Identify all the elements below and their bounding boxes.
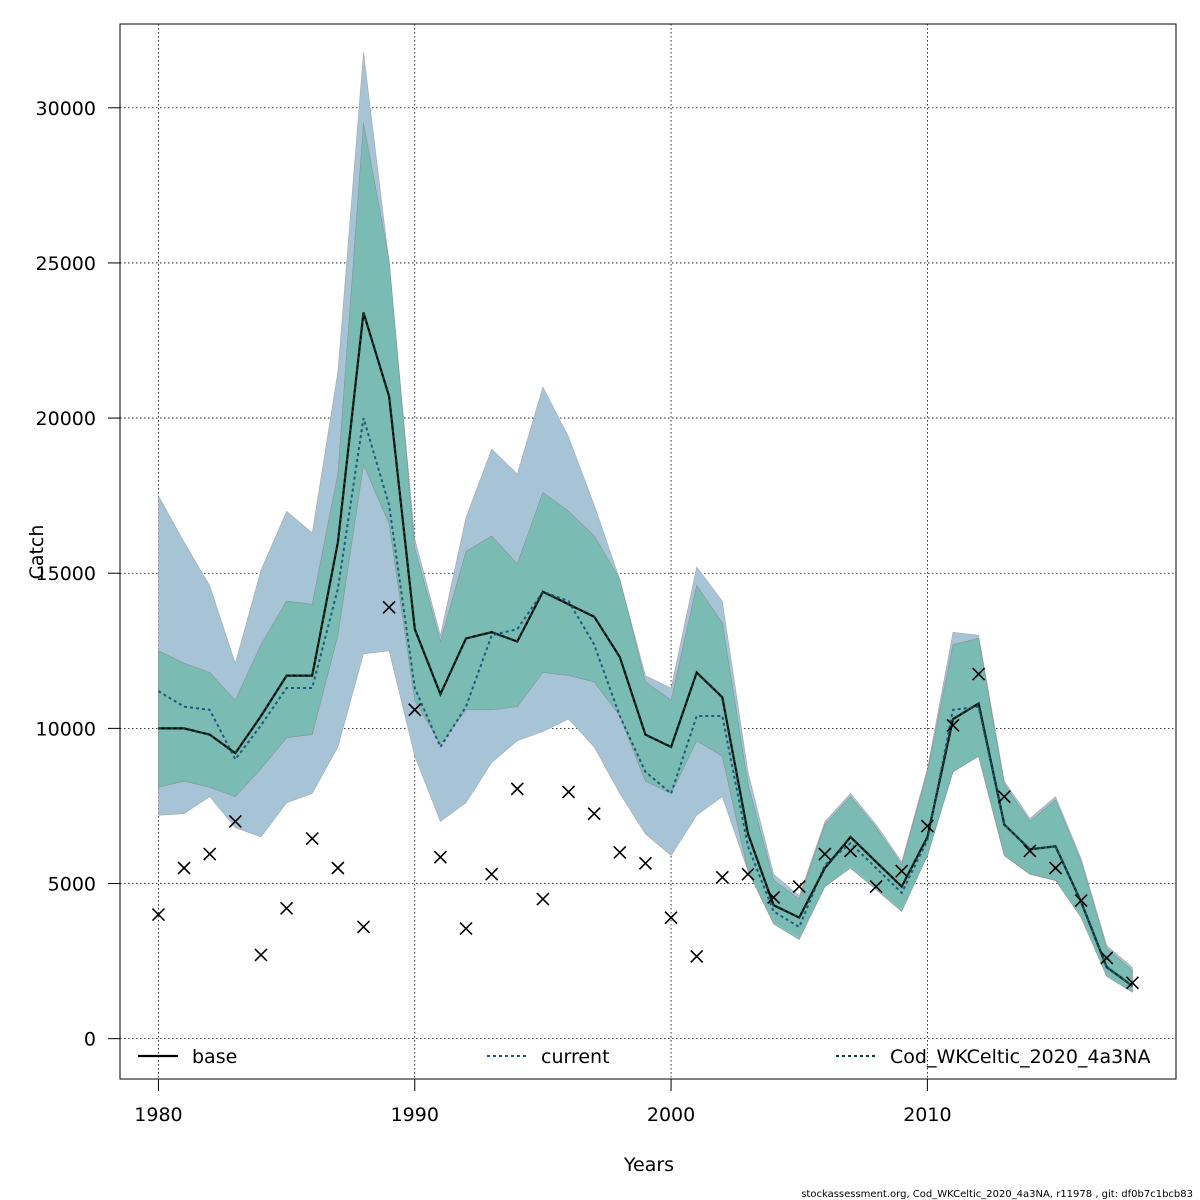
- observation-marker-2012: [972, 667, 986, 681]
- line-current: [157, 417, 1133, 987]
- y-tick-label-30000: 30000: [36, 98, 96, 120]
- y-tick-label-10000: 10000: [36, 718, 96, 740]
- observation-marker-2003: [741, 867, 755, 881]
- observation-marker-1991: [433, 850, 447, 864]
- legend-label-base: base: [192, 1046, 237, 1068]
- line-cod-wkceltic-2020-4a3na: [158, 312, 1133, 987]
- observation-marker-1998: [613, 845, 627, 860]
- observation-marker-2009: [895, 864, 909, 878]
- y-tick-label-15000: 15000: [36, 563, 96, 585]
- observation-marker-2001: [690, 949, 704, 963]
- x-tick-label-2010: 2010: [903, 1104, 951, 1126]
- observation-marker-1999: [638, 856, 653, 870]
- observation-marker-2013: [997, 790, 1011, 804]
- observation-marker-1984: [254, 948, 268, 962]
- observation-marker-2008: [869, 880, 883, 894]
- observation-marker-1995: [536, 892, 550, 906]
- observation-marker-2017: [1100, 951, 1114, 965]
- observation-marker-1989: [382, 600, 396, 614]
- series-lines: [157, 312, 1134, 987]
- observation-marker-1983: [228, 814, 242, 829]
- observation-marker-1996: [561, 785, 576, 799]
- observation-marker-1992: [459, 921, 473, 936]
- observation-marker-2004: [767, 890, 781, 905]
- y-tick-label-20000: 20000: [36, 408, 96, 430]
- plot-frame: [119, 23, 1177, 1080]
- observation-marker-1997: [587, 807, 601, 821]
- x-tick-label-2000: 2000: [647, 1104, 695, 1126]
- observation-marker-2018: [1125, 976, 1139, 990]
- observation-marker-2015: [1048, 861, 1063, 875]
- legend-label-cod-wkceltic-2020-4a3na: Cod_WKCeltic_2020_4a3NA: [890, 1046, 1150, 1068]
- observation-marker-1980: [151, 907, 166, 922]
- observation-marker-1986: [305, 831, 319, 846]
- observation-marker-2006: [818, 847, 832, 861]
- observation-marker-2002: [715, 870, 729, 884]
- footer-credit: stockassessment.org, Cod_WKCeltic_2020_4…: [801, 1189, 1193, 1200]
- observation-marker-1982: [203, 847, 217, 861]
- observation-marker-1993: [485, 867, 499, 881]
- legend: base current Cod_WKCeltic_2020_4a3NA: [138, 1046, 1150, 1068]
- x-tick-label-1980: 1980: [134, 1104, 182, 1126]
- observation-marker-1985: [280, 901, 294, 915]
- observation-marker-1981: [177, 861, 191, 875]
- observation-marker-2000: [664, 911, 678, 925]
- y-tick-label-0: 0: [84, 1029, 96, 1051]
- x-axis: 1980 1990 2000 2010: [134, 1079, 952, 1126]
- observation-marker-2016: [1074, 894, 1088, 908]
- observation-marker-2007: [843, 844, 858, 858]
- observation-marker-1990: [408, 703, 422, 717]
- observation-marker-1988: [356, 920, 371, 934]
- y-tick-label-5000: 5000: [48, 874, 96, 896]
- y-axis: 0 5000 10000 15000 20000 25000 30000: [36, 98, 120, 1051]
- observation-marker-2014: [1023, 844, 1037, 858]
- band-cod-wkceltic-2020-4a3na: [158, 123, 1133, 993]
- confidence-bands: [158, 51, 1133, 993]
- observation-marker-1994: [510, 782, 524, 796]
- observation-marker-2010: [920, 819, 934, 833]
- y-tick-label-25000: 25000: [36, 253, 96, 275]
- legend-label-current: current: [541, 1046, 610, 1068]
- observation-marker-1987: [331, 861, 345, 875]
- x-tick-label-1990: 1990: [391, 1104, 439, 1126]
- x-axis-title: Years: [623, 1154, 674, 1176]
- observation-marker-2005: [792, 880, 806, 894]
- observation-marker-2011: [946, 718, 960, 732]
- observation-markers: [151, 600, 1139, 990]
- y-axis-title: Catch: [26, 525, 48, 580]
